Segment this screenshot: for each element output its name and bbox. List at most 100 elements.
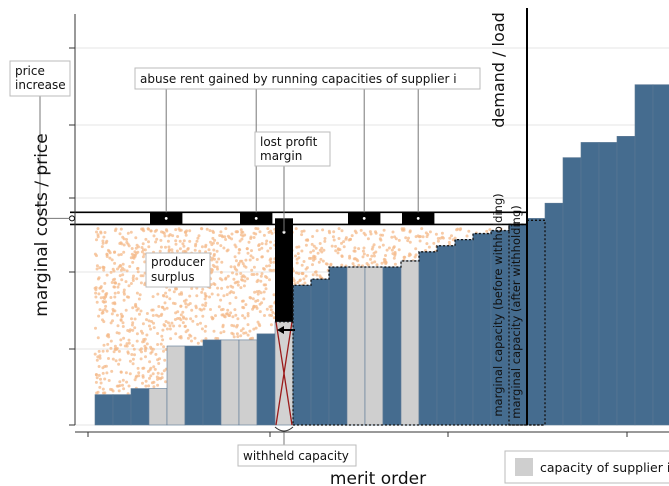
surplus-dot — [225, 249, 229, 253]
surplus-dot — [151, 295, 155, 299]
surplus-dot — [119, 343, 123, 347]
surplus-dot — [201, 303, 205, 307]
surplus-dot — [318, 242, 322, 245]
surplus-dot — [253, 290, 257, 294]
surplus-dot — [234, 296, 238, 300]
surplus-dot — [317, 260, 321, 264]
surplus-dot — [348, 256, 352, 260]
surplus-dot — [262, 283, 266, 287]
surplus-dot — [304, 243, 308, 247]
surplus-dot — [113, 250, 116, 254]
surplus-dot — [137, 245, 140, 249]
surplus-dot — [239, 329, 243, 333]
lost-profit-line2: margin — [260, 149, 302, 163]
surplus-dot — [212, 252, 216, 256]
legend-swatch-supplier-i — [515, 458, 533, 476]
surplus-dot — [170, 248, 174, 252]
surplus-dot — [163, 324, 167, 328]
bar-1-other — [112, 394, 132, 426]
surplus-dot — [260, 246, 264, 250]
surplus-dot — [369, 232, 373, 236]
surplus-dot — [251, 256, 255, 260]
surplus-dot — [138, 293, 142, 297]
surplus-dot — [121, 273, 125, 277]
withheld-capacity-brace — [274, 426, 294, 432]
surplus-dot — [97, 292, 101, 296]
surplus-dot — [134, 251, 138, 255]
legend-label-supplier-i: capacity of supplier i — [540, 460, 669, 475]
surplus-dot — [434, 232, 438, 236]
surplus-dot — [129, 230, 133, 234]
surplus-dot — [246, 333, 250, 337]
surplus-dot — [152, 385, 156, 389]
surplus-dot — [160, 334, 164, 338]
surplus-dot — [122, 292, 126, 296]
surplus-dot — [131, 357, 135, 361]
surplus-dot — [244, 303, 248, 307]
surplus-dot — [418, 239, 422, 243]
surplus-dot — [103, 307, 107, 311]
surplus-dot — [321, 228, 325, 232]
surplus-dot — [161, 338, 165, 342]
surplus-dot — [340, 255, 344, 258]
surplus-dot — [101, 241, 105, 245]
surplus-dot — [152, 326, 156, 330]
surplus-dot — [436, 239, 440, 243]
surplus-dot — [368, 230, 372, 234]
surplus-dot — [103, 377, 107, 381]
surplus-dot — [199, 321, 202, 325]
surplus-dot — [134, 304, 137, 308]
surplus-dot — [459, 227, 463, 231]
surplus-dot — [150, 381, 154, 385]
surplus-dot — [365, 262, 369, 265]
surplus-dot — [164, 245, 167, 249]
surplus-dot — [134, 246, 138, 250]
surplus-dot — [262, 267, 266, 271]
surplus-dot — [107, 357, 110, 360]
surplus-dot — [210, 315, 214, 319]
surplus-dot — [340, 229, 344, 233]
surplus-dot — [96, 233, 100, 237]
surplus-dot — [229, 290, 233, 294]
surplus-dot — [256, 227, 260, 231]
surplus-dot — [210, 268, 214, 272]
surplus-dot — [113, 229, 117, 233]
abuse-rent-dot-2 — [362, 216, 366, 220]
surplus-dot — [94, 286, 98, 290]
surplus-dot — [413, 255, 417, 259]
surplus-dot — [216, 286, 220, 290]
surplus-dot — [120, 315, 124, 319]
surplus-dot — [119, 338, 123, 342]
axes — [69, 14, 669, 437]
surplus-dot — [139, 309, 143, 313]
surplus-dot — [113, 281, 117, 285]
surplus-dot — [266, 249, 270, 253]
surplus-dot — [212, 231, 215, 234]
surplus-dot — [298, 279, 302, 282]
surplus-dot — [135, 277, 139, 281]
surplus-dot — [144, 355, 147, 359]
surplus-dot — [239, 286, 243, 290]
surplus-dot — [165, 306, 169, 310]
surplus-dot — [414, 235, 418, 239]
surplus-dot — [390, 248, 394, 252]
surplus-dot — [222, 294, 226, 298]
surplus-dot — [241, 262, 245, 266]
surplus-dot — [168, 327, 172, 331]
surplus-dot — [315, 229, 319, 233]
surplus-dot — [225, 293, 229, 297]
surplus-dot — [167, 245, 171, 249]
surplus-dot — [98, 356, 102, 360]
surplus-dot — [188, 229, 192, 233]
surplus-dot — [141, 340, 145, 344]
surplus-dot — [115, 384, 119, 388]
surplus-dot — [137, 374, 141, 378]
surplus-dot — [107, 249, 111, 253]
surplus-dot — [168, 324, 172, 328]
surplus-dot — [323, 239, 327, 243]
surplus-dot — [196, 322, 200, 326]
surplus-dot — [243, 316, 247, 320]
surplus-dot — [110, 281, 114, 284]
surplus-dot — [98, 385, 102, 389]
surplus-dot — [159, 238, 163, 242]
